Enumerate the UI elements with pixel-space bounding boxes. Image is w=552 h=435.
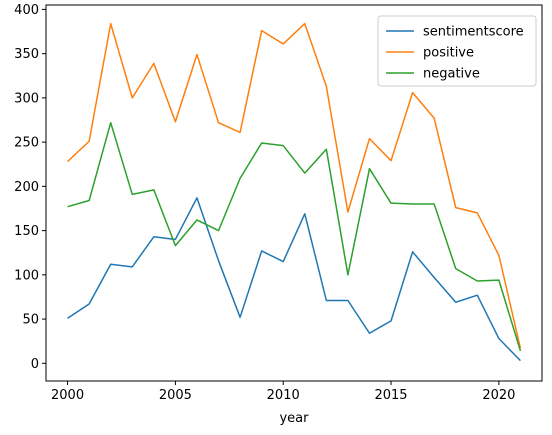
y-tick-label: 250	[14, 136, 39, 151]
x-axis-ticks: 2000 2005 2010 2015 2020	[51, 381, 515, 403]
x-tick-label: 2005	[159, 388, 192, 403]
legend-box	[377, 15, 537, 87]
series-layer	[67, 22, 522, 362]
y-axis-ticks: 0 50 100 150 200 250 300 350 400	[14, 3, 46, 372]
x-tick-label: 2010	[267, 388, 300, 403]
legend: sentimentscore positive negative	[377, 15, 537, 87]
series-line-positive	[67, 22, 522, 349]
legend-label-positive: positive	[423, 46, 474, 61]
y-tick-label: 50	[22, 313, 39, 328]
y-tick-label: 300	[14, 91, 39, 106]
x-tick-label: 2000	[51, 388, 84, 403]
x-tick-label: 2015	[374, 388, 407, 403]
y-tick-label: 400	[14, 3, 39, 18]
legend-label-sentimentscore: sentimentscore	[423, 25, 524, 40]
plot-frame	[45, 4, 543, 382]
x-tick-label: 2020	[482, 388, 515, 403]
series-line-negative	[67, 121, 522, 352]
y-tick-label: 350	[14, 47, 39, 62]
series-line-sentimentscore	[67, 197, 521, 362]
y-tick-label: 100	[14, 268, 39, 283]
y-tick-label: 150	[14, 224, 39, 239]
x-axis-label: year	[279, 411, 309, 426]
legend-label-negative: negative	[423, 67, 480, 82]
y-tick-label: 0	[31, 357, 39, 372]
y-tick-label: 200	[14, 180, 39, 195]
